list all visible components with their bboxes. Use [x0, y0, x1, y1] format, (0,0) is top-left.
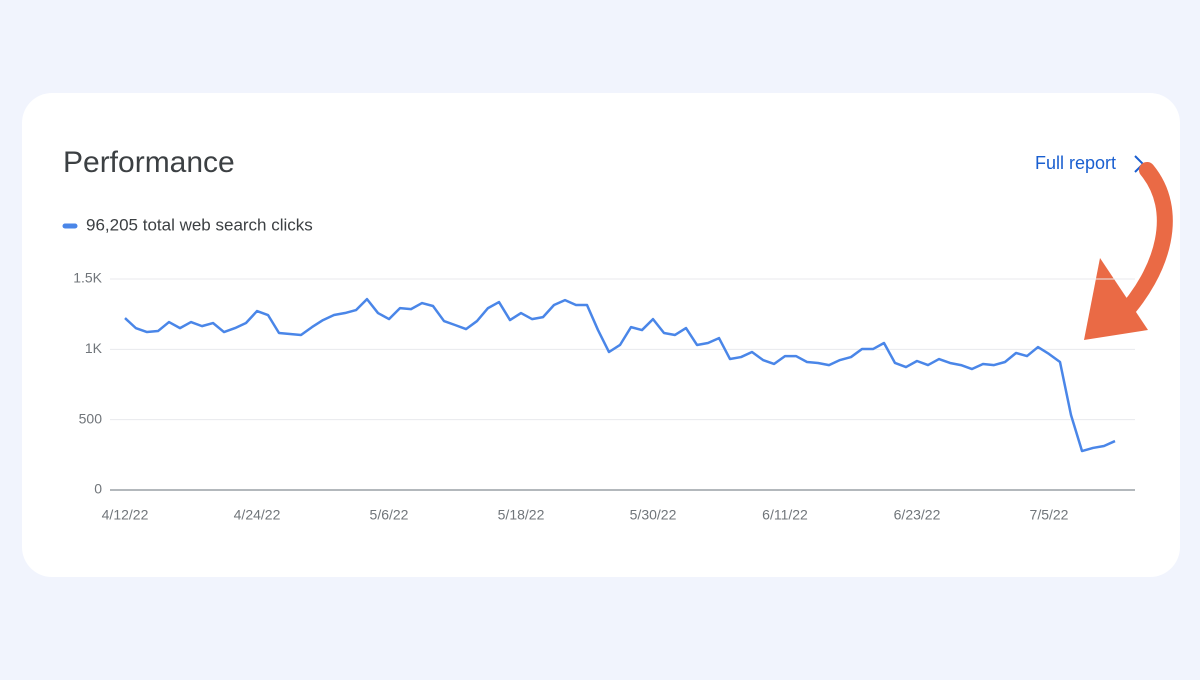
- y-tick-label: 500: [79, 410, 103, 426]
- x-tick-label: 6/23/22: [894, 507, 941, 523]
- legend-label: 96,205 total web search clicks: [86, 215, 313, 234]
- chart: 0 500 1K 1.5K 4/12/22 4/24/22 5/6/22 5/18/22 5/3…: [62, 215, 1135, 523]
- x-tick-label: 4/24/22: [234, 507, 281, 523]
- x-tick-label: 5/18/22: [498, 507, 545, 523]
- x-tick-label: 5/6/22: [370, 507, 409, 523]
- arrow: [1112, 162, 1173, 326]
- y-tick-label: 1K: [85, 340, 103, 356]
- x-tick-label: 6/11/22: [762, 507, 808, 523]
- x-tick-label: 5/30/22: [630, 507, 677, 523]
- x-tick-label: 4/12/22: [102, 507, 149, 523]
- y-tick-label: 1.5K: [73, 270, 102, 286]
- full-report-link[interactable]: Full report: [1035, 153, 1116, 173]
- x-tick-label: 7/5/22: [1030, 507, 1069, 523]
- y-tick-label: 0: [94, 481, 102, 497]
- series-line: [124, 297, 1116, 453]
- card-title: Performance: [63, 146, 235, 179]
